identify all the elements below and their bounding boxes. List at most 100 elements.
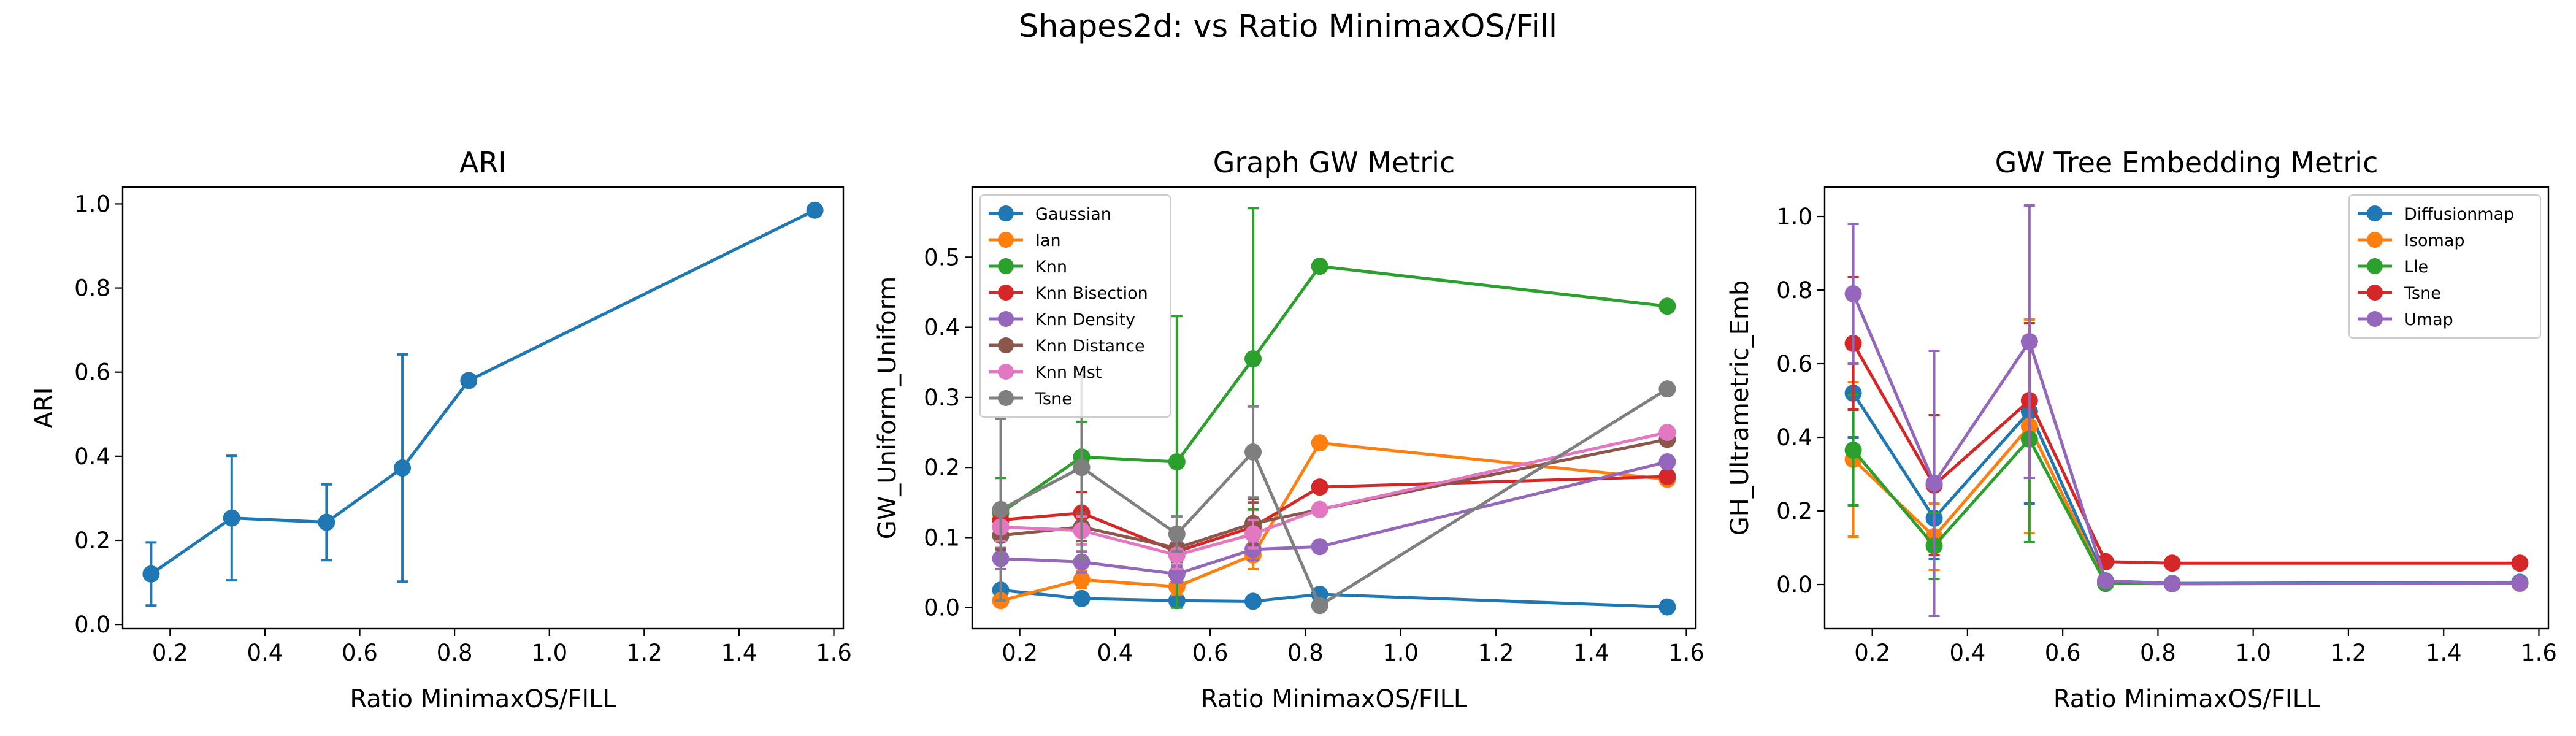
x-tick-label: 0.4 (1949, 640, 1985, 666)
y-axis-label: GW_Uniform_Uniform (873, 277, 902, 540)
data-point (1311, 478, 1328, 496)
series-line (1000, 441, 1668, 602)
legend-swatch-marker (998, 364, 1014, 380)
legend-swatch-marker (998, 390, 1014, 406)
plot-frame (121, 186, 845, 630)
legend-label: Isomap (2404, 231, 2465, 250)
data-point (1311, 500, 1328, 518)
legend-swatch-marker (998, 205, 1014, 221)
data-point (460, 372, 478, 389)
y-tick-label: 0.2 (1776, 498, 1812, 524)
plot-frame (1823, 186, 2550, 630)
data-point (1658, 380, 1676, 398)
graph-gw-metric-chart: Graph GW Metric Ratio MinimaxOS/FILL GW_… (873, 146, 1704, 713)
legend-label: Knn Distance (1035, 337, 1145, 356)
x-axis-label: Ratio MinimaxOS/FILL (1201, 685, 1468, 713)
series-line (1000, 388, 1668, 607)
data-point (1073, 589, 1091, 607)
data-point (1311, 597, 1328, 615)
legend-label: Knn Mst (1035, 363, 1102, 382)
x-tick-label: 0.8 (2140, 640, 2176, 666)
x-tick-label: 0.6 (342, 640, 378, 666)
data-point (2163, 575, 2181, 592)
y-tick-label: 0.1 (924, 524, 960, 551)
data-point (1244, 350, 1262, 367)
x-tick-label: 1.2 (1478, 640, 1514, 666)
y-tick-label: 0.4 (74, 443, 110, 470)
legend-swatch-marker (998, 311, 1014, 327)
data-point (806, 201, 824, 219)
legend-box (979, 194, 1171, 418)
data-point (1073, 571, 1091, 588)
y-tick-label: 0.3 (924, 385, 960, 411)
x-tick-label: 1.4 (1573, 640, 1609, 666)
legend-label: Knn Density (1035, 310, 1135, 329)
legend-label: Ian (1035, 231, 1061, 250)
x-tick-label: 0.2 (1854, 640, 1890, 666)
y-tick-label: 0.0 (1776, 572, 1812, 598)
x-tick-label: 1.2 (2331, 640, 2367, 666)
data-point (1658, 297, 1676, 315)
legend-swatch-marker (998, 285, 1014, 301)
legend-swatch-marker (998, 258, 1014, 274)
y-tick-label: 0.2 (924, 454, 960, 481)
series-tsne (992, 375, 1676, 615)
data-point (2097, 572, 2115, 589)
chart-title: Graph GW Metric (1213, 146, 1455, 179)
series-0 (142, 201, 824, 607)
x-tick-label: 0.8 (437, 640, 473, 666)
x-tick-label: 0.6 (2045, 640, 2081, 666)
x-tick-label: 0.2 (152, 640, 188, 666)
y-tick-label: 0.4 (924, 315, 960, 341)
data-point (992, 500, 1010, 518)
y-tick-label: 0.8 (74, 275, 110, 302)
legend-label: Knn Bisection (1035, 284, 1148, 303)
legend-label: Umap (2404, 310, 2453, 329)
series-line (1852, 342, 2520, 565)
x-tick-label: 0.4 (247, 640, 283, 666)
plot-frame (971, 186, 1697, 630)
x-tick-label: 0.2 (1002, 640, 1038, 666)
x-tick-label: 1.6 (2521, 640, 2557, 666)
y-tick-label: 1.0 (1776, 204, 1812, 230)
x-tick-label: 1.2 (626, 640, 662, 666)
data-point (2163, 554, 2181, 572)
data-point (1311, 258, 1328, 275)
legend-label: Tsne (1035, 389, 1072, 408)
x-tick-label: 0.4 (1097, 640, 1133, 666)
data-point (1244, 525, 1262, 543)
data-point (223, 509, 240, 527)
x-tick-label: 1.4 (721, 640, 757, 666)
data-point (1244, 443, 1262, 461)
x-tick-label: 1.0 (2235, 640, 2271, 666)
legend: Diffusionmap Isomap Lle Tsne Umap (2348, 194, 2541, 339)
legend-swatch-marker (2367, 311, 2383, 327)
y-tick-label: 0.5 (924, 244, 960, 270)
data-point (2020, 333, 2038, 350)
data-point (1658, 468, 1676, 485)
legend-swatch-marker (2367, 205, 2383, 221)
ari-chart: ARI Ratio MinimaxOS/FILL ARI 0.2 0.4 0.6 0.… (30, 146, 852, 713)
gw-tree-embedding-chart: GW Tree Embedding Metric Ratio MinimaxOS… (1726, 146, 2557, 713)
data-point (2511, 574, 2529, 592)
x-tick-label: 1.6 (1668, 640, 1704, 666)
x-tick-label: 1.6 (816, 640, 852, 666)
y-tick-label: 0.0 (924, 595, 960, 621)
data-point (1311, 538, 1328, 556)
legend-swatch-marker (998, 337, 1014, 353)
x-tick-label: 1.4 (2426, 640, 2462, 666)
data-point (1658, 424, 1676, 441)
series-line (1852, 293, 2520, 586)
data-point (1168, 453, 1186, 470)
data-point (1925, 475, 1943, 492)
legend-swatch-marker (2367, 232, 2383, 248)
data-point (1311, 434, 1328, 452)
y-tick-label: 0.8 (1776, 277, 1812, 304)
data-point (142, 565, 160, 583)
y-tick-label: 0.0 (74, 611, 110, 638)
data-point (318, 513, 335, 531)
x-tick-label: 0.6 (1192, 640, 1229, 666)
y-tick-label: 0.6 (74, 359, 110, 386)
chart-title: GW Tree Embedding Metric (1995, 146, 2379, 179)
